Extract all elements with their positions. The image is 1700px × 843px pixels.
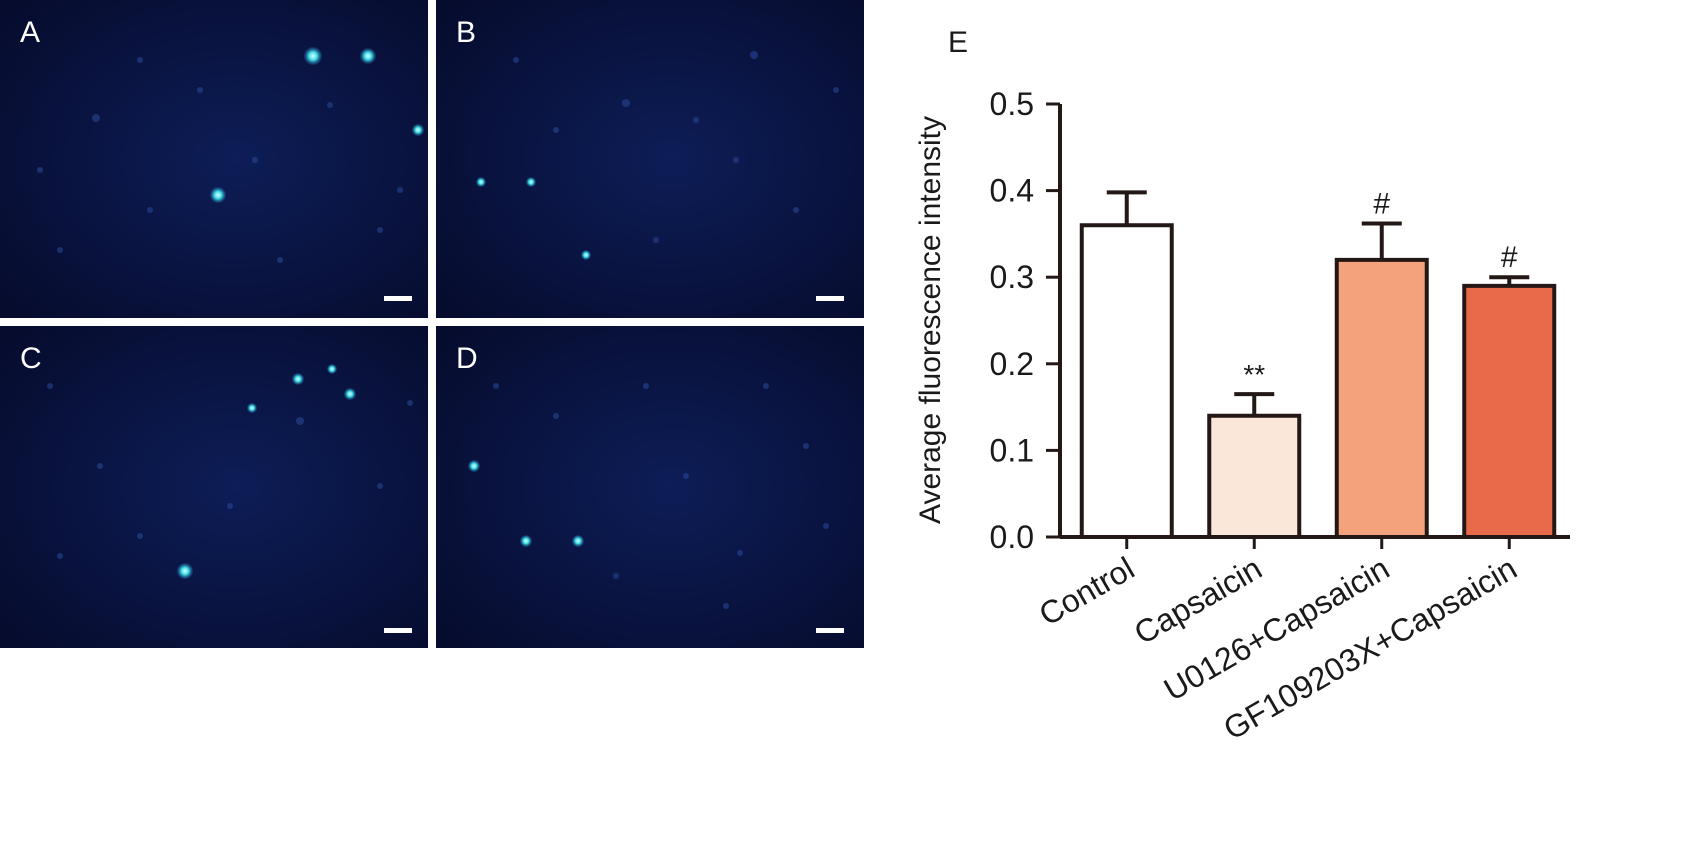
- cell: [476, 177, 486, 187]
- panel-label-c: C: [20, 342, 42, 375]
- cell: [613, 573, 619, 579]
- cell: [137, 57, 143, 63]
- cell: [227, 503, 233, 509]
- cell: [653, 237, 659, 243]
- cell: [833, 87, 839, 93]
- cell: [397, 187, 403, 193]
- y-tick-label: 0.1: [990, 432, 1034, 468]
- cell: [247, 403, 257, 413]
- cell: [793, 207, 799, 213]
- cell: [210, 187, 226, 203]
- cell: [526, 177, 536, 187]
- cell: [296, 417, 304, 425]
- cell: [137, 533, 143, 539]
- cell: [327, 102, 333, 108]
- cell: [412, 124, 424, 136]
- bar-gf109203x-capsaicin: [1462, 283, 1557, 539]
- cell: [520, 535, 532, 547]
- cell: [803, 443, 809, 449]
- cell: [622, 99, 630, 107]
- cell: [763, 383, 769, 389]
- micrograph-panel-d: D: [436, 326, 864, 648]
- cell: [683, 473, 689, 479]
- scale-bar: [816, 296, 844, 301]
- micrograph-panel-a: A: [0, 0, 428, 318]
- y-axis-label: Average fluorescence intensity: [914, 116, 947, 524]
- cell: [750, 51, 758, 59]
- micrograph-image: [0, 326, 428, 648]
- cell: [360, 48, 376, 64]
- scale-bar: [384, 296, 412, 301]
- cell: [377, 483, 383, 489]
- scale-bar: [384, 628, 412, 633]
- cell: [177, 563, 193, 579]
- y-tick-label: 0.3: [990, 259, 1034, 295]
- cell: [47, 383, 53, 389]
- cell: [493, 383, 499, 389]
- cell: [513, 57, 519, 63]
- significance-marker: #: [1501, 241, 1518, 274]
- cell: [304, 47, 322, 65]
- cell: [252, 157, 258, 163]
- cell: [468, 460, 480, 472]
- cell: [97, 463, 103, 469]
- micrograph-panel-b: B: [436, 0, 864, 318]
- bar-capsaicin: [1207, 413, 1302, 540]
- panel-label-a: A: [20, 16, 41, 49]
- chart-panel-label: E: [948, 26, 968, 59]
- significance-marker: **: [1243, 359, 1265, 390]
- panel-label-d: D: [456, 342, 478, 375]
- scale-bar: [816, 628, 844, 633]
- micrograph-background: [0, 326, 428, 648]
- y-tick-label: 0.2: [990, 346, 1034, 382]
- cell: [581, 250, 591, 260]
- significance-marker: #: [1373, 188, 1390, 221]
- cell: [553, 413, 559, 419]
- micrograph-panel-c: C: [0, 326, 428, 648]
- cell: [92, 114, 100, 122]
- cell: [823, 523, 829, 529]
- cell: [277, 257, 283, 263]
- bar-chart: E Average fluorescence intensity 0.0 0.1 0…: [914, 26, 1570, 747]
- micrograph-image: [0, 0, 428, 318]
- panel-label-b: B: [456, 16, 477, 49]
- micrograph-image: [436, 326, 864, 648]
- cell: [553, 127, 559, 133]
- cell: [327, 364, 337, 374]
- micrograph-background: [436, 326, 864, 648]
- cell: [737, 550, 743, 556]
- y-tick-label: 0.0: [990, 519, 1034, 555]
- cell: [57, 247, 63, 253]
- micrograph-background: [0, 0, 428, 318]
- bar-u0126-capsaicin: [1334, 257, 1429, 539]
- bar-control: [1079, 223, 1174, 540]
- cell: [572, 535, 584, 547]
- cell: [292, 373, 304, 385]
- cell: [147, 207, 153, 213]
- x-tick-label: Control: [1033, 550, 1140, 633]
- cell: [643, 383, 649, 389]
- cell: [723, 603, 729, 609]
- y-tick-label: 0.5: [990, 86, 1034, 122]
- cell: [407, 400, 413, 406]
- micrograph-background: [436, 0, 864, 318]
- cell: [37, 167, 43, 173]
- cell: [693, 117, 699, 123]
- cell: [197, 87, 203, 93]
- cell: [344, 388, 356, 400]
- micrograph-image: [436, 0, 864, 318]
- cell: [57, 553, 63, 559]
- y-tick-label: 0.4: [990, 173, 1034, 209]
- cell: [377, 227, 383, 233]
- cell: [733, 157, 739, 163]
